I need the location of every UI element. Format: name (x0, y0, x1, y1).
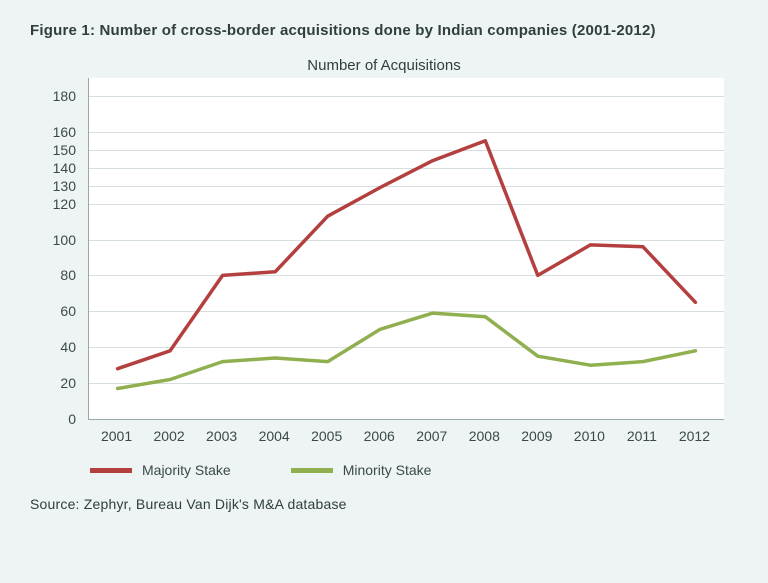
legend-swatch-minority (291, 468, 333, 473)
y-tick-label: 150 (53, 142, 76, 158)
x-tick-label: 2010 (574, 428, 605, 444)
source-text: Source: Zephyr, Bureau Van Dijk's M&A da… (30, 496, 738, 512)
y-tick-label: 100 (53, 232, 76, 248)
y-tick-label: 40 (60, 339, 76, 355)
plot-wrap: 020406080100120130140150160180 200120022… (34, 78, 734, 448)
plot-area (88, 78, 724, 420)
line-series-svg (89, 78, 724, 419)
x-tick-label: 2006 (364, 428, 395, 444)
x-tick-label: 2009 (521, 428, 552, 444)
y-tick-label: 20 (60, 375, 76, 391)
x-tick-label: 2007 (416, 428, 447, 444)
y-axis-labels: 0 20 40 60 80 100 120 130 140 150 160 180 (34, 78, 82, 448)
y-tick-label: 140 (53, 160, 76, 176)
x-tick-label: 2003 (206, 428, 237, 444)
series-line (118, 141, 696, 369)
figure-title: Figure 1: Number of cross-border acquisi… (30, 22, 738, 39)
x-tick-label: 2002 (154, 428, 185, 444)
y-tick-label: 120 (53, 196, 76, 212)
y-tick-label: 160 (53, 124, 76, 140)
legend-label-minority: Minority Stake (343, 462, 432, 478)
legend-swatch-majority (90, 468, 132, 473)
y-tick-label: 80 (60, 267, 76, 283)
y-tick-label: 60 (60, 303, 76, 319)
x-tick-label: 2012 (679, 428, 710, 444)
y-tick-label: 180 (53, 88, 76, 104)
x-tick-label: 2008 (469, 428, 500, 444)
series-line (118, 313, 696, 388)
legend-item-minority: Minority Stake (291, 462, 432, 478)
chart-title: Number of Acquisitions (30, 57, 738, 74)
x-axis-labels: 2001 2002 2003 2004 2005 2006 2007 2008 2009 2010… (88, 424, 724, 448)
y-tick-label: 0 (68, 411, 76, 427)
legend: Majority Stake Minority Stake (90, 462, 738, 478)
y-tick-label: 130 (53, 178, 76, 194)
legend-label-majority: Majority Stake (142, 462, 231, 478)
x-tick-label: 2001 (101, 428, 132, 444)
x-tick-label: 2004 (259, 428, 290, 444)
x-tick-label: 2011 (627, 428, 657, 444)
x-tick-label: 2005 (311, 428, 342, 444)
legend-item-majority: Majority Stake (90, 462, 231, 478)
figure-container: Figure 1: Number of cross-border acquisi… (0, 0, 768, 583)
